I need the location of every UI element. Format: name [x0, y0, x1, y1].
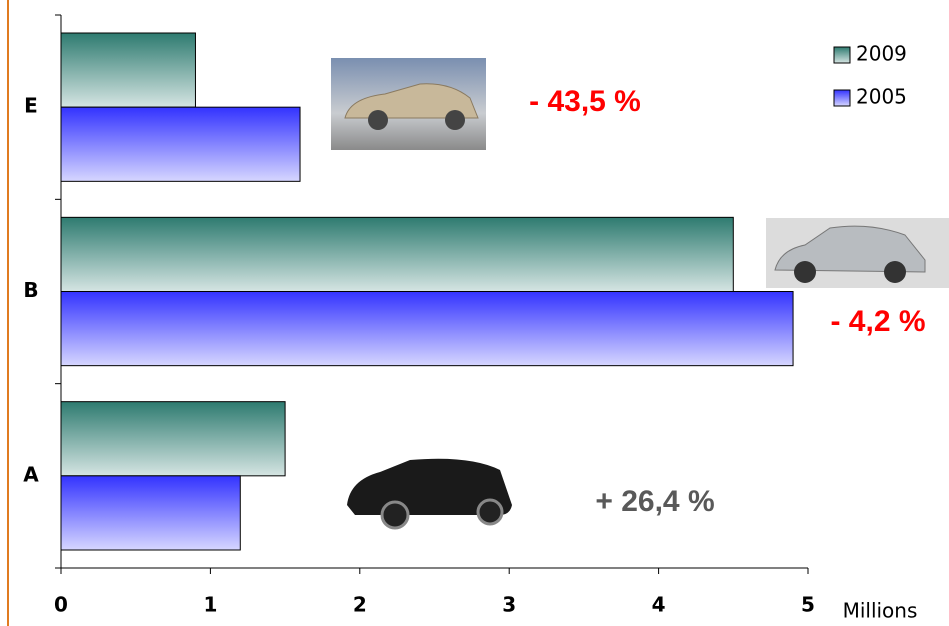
bar — [60, 401, 286, 477]
x-axis-label: Millions — [843, 599, 918, 623]
bar — [60, 291, 794, 367]
annotation: - 4,2 % — [830, 305, 925, 338]
annotation: - 43,5 % — [529, 85, 641, 118]
bar — [60, 106, 301, 182]
car-photo-e — [331, 58, 486, 150]
car-photo-a — [347, 458, 512, 530]
bar — [60, 32, 196, 108]
bar — [60, 475, 241, 551]
x-tick-label: 3 — [502, 593, 516, 617]
bar — [60, 216, 734, 292]
legend-label: 2009 — [856, 42, 907, 66]
car-photo-b — [766, 218, 949, 288]
x-tick-label: 5 — [801, 593, 815, 617]
x-tick-label: 4 — [652, 593, 666, 617]
x-tick-label: 2 — [353, 593, 367, 617]
legend-label: 2005 — [856, 85, 907, 109]
legend-swatch — [833, 89, 851, 107]
legend-swatch — [833, 46, 851, 64]
y-tick-label: A — [23, 462, 39, 486]
annotation: + 26,4 % — [595, 485, 714, 518]
x-tick-label: 1 — [203, 593, 217, 617]
x-tick-label: 0 — [54, 593, 68, 617]
y-tick-label: E — [24, 94, 38, 118]
y-tick-label: B — [23, 278, 38, 302]
